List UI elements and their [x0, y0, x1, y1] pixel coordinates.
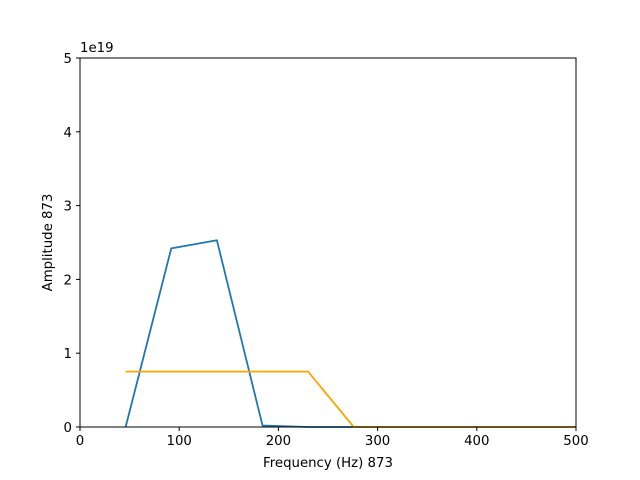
x-axis-label: Frequency (Hz) 873 [263, 456, 393, 471]
y-scale-label: 1e19 [80, 41, 114, 56]
y-tick-label: 0 [64, 421, 72, 436]
y-axis-label: Amplitude 873 [41, 194, 56, 292]
y-tick-label: 2 [64, 273, 72, 288]
x-tick-label: 300 [365, 434, 390, 449]
y-tick-label: 3 [64, 200, 72, 215]
x-tick-label: 200 [266, 434, 291, 449]
x-tick-label: 0 [76, 434, 84, 449]
plot-frame [79, 57, 577, 428]
x-tick-label: 100 [167, 434, 192, 449]
y-tick-label: 5 [64, 52, 72, 67]
plot-background [80, 58, 576, 427]
y-tick-label: 1 [64, 347, 72, 362]
x-tick-label: 400 [464, 434, 489, 449]
y-tick-label: 4 [64, 126, 72, 141]
tick-layer: 0 100 200 300 400 500 0 1 2 3 4 5 [64, 52, 589, 449]
x-tick-label: 500 [563, 434, 588, 449]
